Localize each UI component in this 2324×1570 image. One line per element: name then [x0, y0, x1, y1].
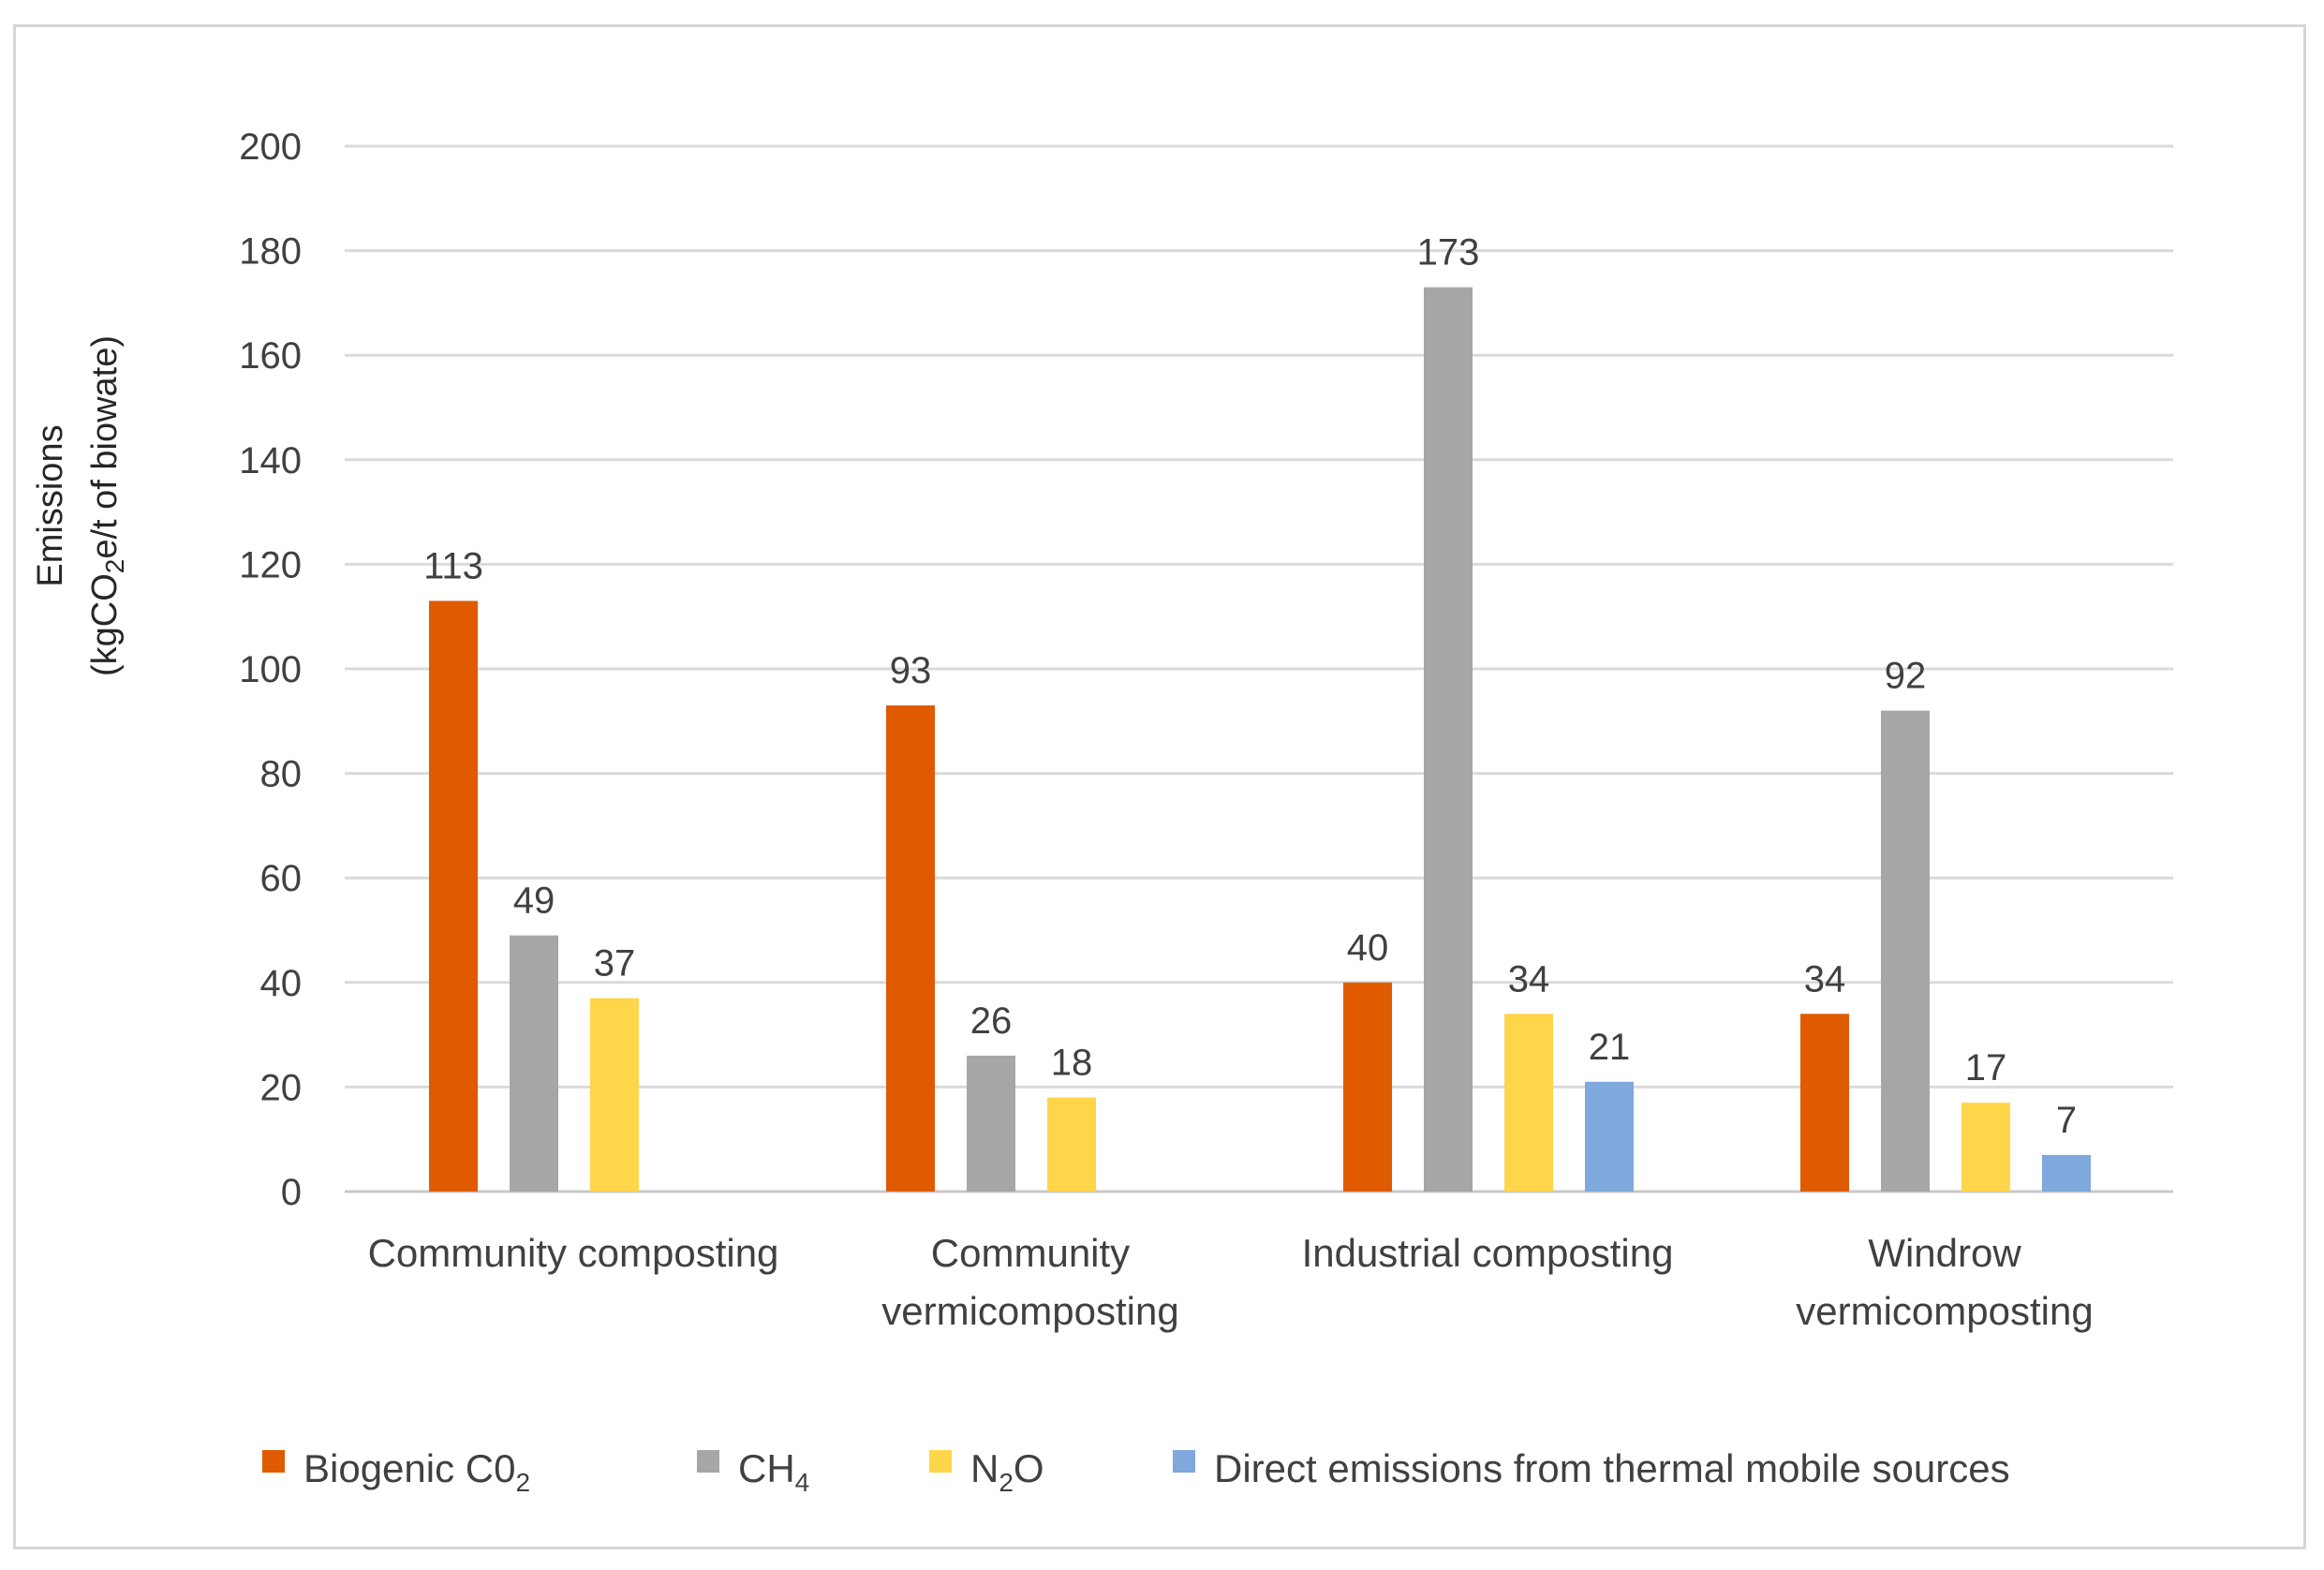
category-label-3-line1: vermicomposting	[1796, 1289, 2093, 1333]
bar-cat3-series2	[1961, 1103, 2010, 1192]
bar-cat1-series2	[1047, 1097, 1096, 1192]
y-tick-label-60: 60	[260, 858, 303, 899]
legend-swatch-0	[262, 1450, 285, 1473]
bar-cat3-series0	[1800, 1014, 1849, 1192]
y-axis-title-line1: Emissions	[31, 424, 70, 586]
category-label-1-line1: vermicomposting	[881, 1289, 1178, 1333]
legend-swatch-2	[929, 1450, 952, 1473]
bar-cat1-series0	[886, 705, 935, 1192]
legend-label-1: CH4	[738, 1446, 809, 1497]
bar-cat3-series1	[1881, 710, 1930, 1192]
data-label-cat2-series2: 34	[1508, 958, 1550, 1000]
category-labels: Community composting Community vermicompos…	[368, 1231, 2094, 1333]
y-tick-label-20: 20	[260, 1067, 303, 1108]
legend-label-0: Biogenic C02	[303, 1446, 530, 1497]
bar-cat2-series1	[1424, 287, 1473, 1192]
bar-cat1-series1	[967, 1055, 1015, 1192]
data-label-cat3-series1: 92	[1885, 656, 1927, 697]
data-label-cat1-series0: 93	[890, 650, 932, 691]
data-label-cat3-series0: 34	[1804, 958, 1846, 1000]
data-label-cat3-series2: 17	[1965, 1047, 2007, 1089]
data-label-cat1-series2: 18	[1051, 1043, 1093, 1084]
y-tick-label-0: 0	[281, 1172, 302, 1213]
data-labels: 113 49 37 93 26 18 40 173 34 21 34 92 17 7	[423, 232, 2077, 1141]
category-label-1-line0: Community	[931, 1231, 1130, 1275]
data-label-cat2-series0: 40	[1347, 927, 1389, 969]
category-label-3-line0: Windrow	[1868, 1231, 2021, 1275]
data-label-cat2-series3: 21	[1589, 1027, 1631, 1068]
y-tick-label-120: 120	[239, 544, 302, 585]
legend-label-3: Direct emissions from thermal mobile sou…	[1214, 1446, 2010, 1490]
legend-swatch-1	[697, 1450, 719, 1473]
legend-swatch-3	[1173, 1450, 1195, 1473]
bar-cat2-series3	[1585, 1081, 1634, 1192]
y-tick-label-140: 140	[239, 440, 302, 481]
y-tick-label-80: 80	[260, 754, 303, 795]
y-tick-label-160: 160	[239, 335, 302, 377]
y-tick-label-40: 40	[260, 963, 303, 1004]
y-tick-label-180: 180	[239, 231, 302, 273]
y-tick-label-100: 100	[239, 649, 302, 690]
y-axis-title: Emissions (kgCO2e/t of biowate)	[31, 335, 129, 676]
bar-cat0-series1	[510, 935, 558, 1192]
y-axis-title-line2: (kgCO2e/t of biowate)	[85, 335, 129, 676]
data-label-cat1-series1: 26	[970, 1000, 1013, 1042]
legend: Biogenic C02 CH4 N2O Direct emissions from …	[262, 1446, 2010, 1497]
y-axis-ticks: 0 20 40 60 80 100 120 140 160 180 200	[239, 126, 302, 1213]
data-label-cat3-series3: 7	[2056, 1100, 2077, 1141]
bar-cat2-series2	[1504, 1014, 1553, 1192]
data-label-cat0-series0: 113	[423, 545, 483, 586]
data-label-cat2-series1: 173	[1417, 232, 1480, 274]
data-label-cat0-series2: 37	[594, 943, 636, 985]
bar-cat3-series3	[2042, 1154, 2091, 1192]
bars	[429, 287, 2091, 1192]
category-label-0-line0: Community composting	[368, 1231, 779, 1275]
bar-cat0-series0	[429, 600, 478, 1192]
data-label-cat0-series1: 49	[513, 881, 555, 922]
category-label-2-line0: Industrial composting	[1302, 1231, 1674, 1275]
bar-cat0-series2	[590, 998, 639, 1192]
gridlines	[345, 144, 2173, 1193]
y-tick-label-200: 200	[239, 126, 302, 168]
bar-cat2-series0	[1343, 982, 1392, 1192]
legend-label-2: N2O	[970, 1446, 1044, 1497]
